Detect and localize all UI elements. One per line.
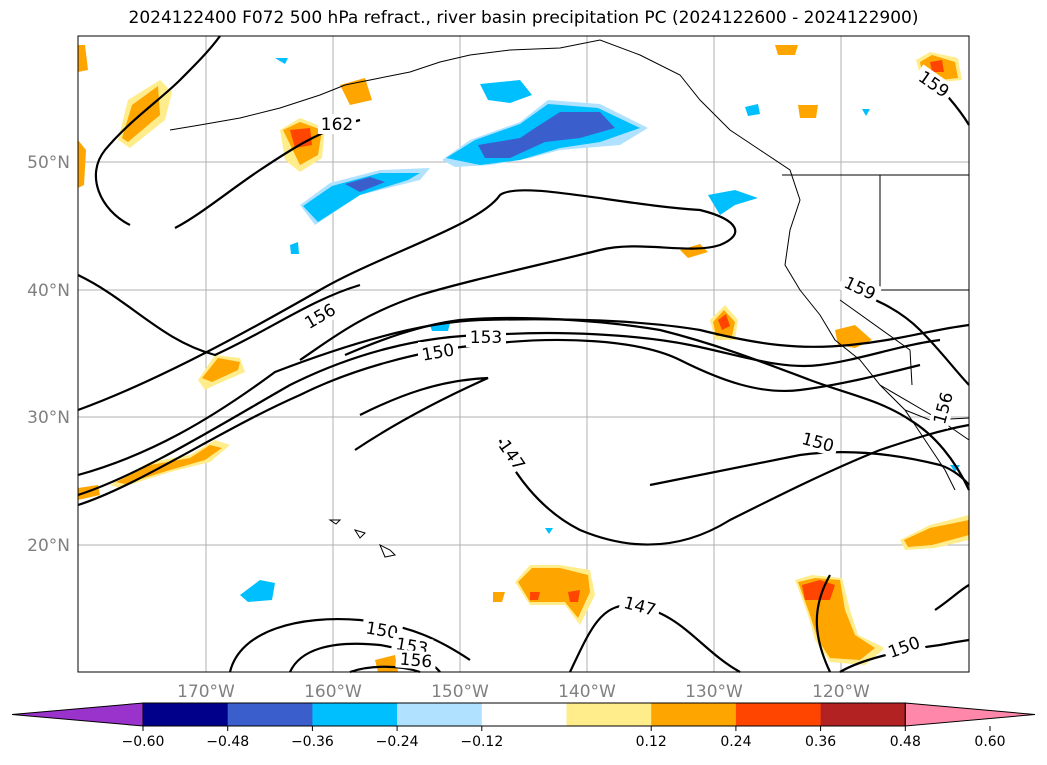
colorbar-tick-label: −0.12 (460, 734, 503, 750)
colorbar (11, 702, 1036, 727)
colorbar-segment (143, 703, 229, 726)
colorbar-extend-high (904, 702, 1036, 727)
colorbar-tick-label: 0.12 (636, 734, 667, 750)
colorbar-tick-label: 0.24 (720, 734, 751, 750)
colorbar-tick-label: 0.36 (805, 734, 836, 750)
colorbar-segment (481, 703, 567, 726)
colorbar-segment (312, 703, 398, 726)
lat-tick-label: 50°N (27, 153, 70, 173)
colorbar-tick-label: −0.48 (206, 734, 249, 750)
colorbar-segment (735, 703, 822, 726)
latitude-ticks: 50°N 40°N 30°N 20°N (27, 153, 70, 556)
colorbar-segment (227, 703, 313, 726)
lat-tick-label: 30°N (27, 408, 70, 428)
colorbar-segment (651, 703, 737, 726)
colorbar-frame (142, 702, 906, 727)
lon-tick-label: 120°W (812, 682, 870, 702)
colorbar-ticks: −0.60 −0.48 −0.36 −0.24 −0.12 0.12 0.24 0.36 0.4… (122, 726, 1006, 750)
lon-tick-label: 160°W (304, 682, 362, 702)
colorbar-tick-label: −0.24 (376, 734, 419, 750)
colorbar-tick-label: −0.60 (122, 734, 165, 750)
longitude-ticks: 170°W 160°W 150°W 140°W 130°W 120°W (177, 682, 870, 702)
lon-tick-label: 150°W (431, 682, 489, 702)
colorbar-segment (397, 703, 483, 726)
contour-label: 153 (470, 328, 502, 348)
lon-tick-label: 140°W (558, 682, 616, 702)
colorbar-tick-label: 0.60 (974, 734, 1005, 750)
colorbar-extend-low (11, 702, 144, 727)
lat-tick-label: 40°N (27, 281, 70, 301)
map-title: 2024122400 F072 500 hPa refract., river … (128, 8, 919, 28)
colorbar-tick-label: 0.48 (890, 734, 921, 750)
lon-tick-label: 170°W (177, 682, 235, 702)
gridlines (78, 36, 969, 672)
colorbar-tick-label: −0.36 (291, 734, 334, 750)
contour-label: 156 (399, 650, 433, 673)
colorbar-segment (820, 703, 906, 726)
negative-anomaly-fill (240, 58, 960, 602)
map-frame (77, 35, 970, 673)
contour-label: 162 (321, 115, 353, 135)
lat-tick-label: 20°N (27, 536, 70, 556)
lon-tick-label: 130°W (685, 682, 743, 702)
colorbar-segment (566, 703, 652, 726)
